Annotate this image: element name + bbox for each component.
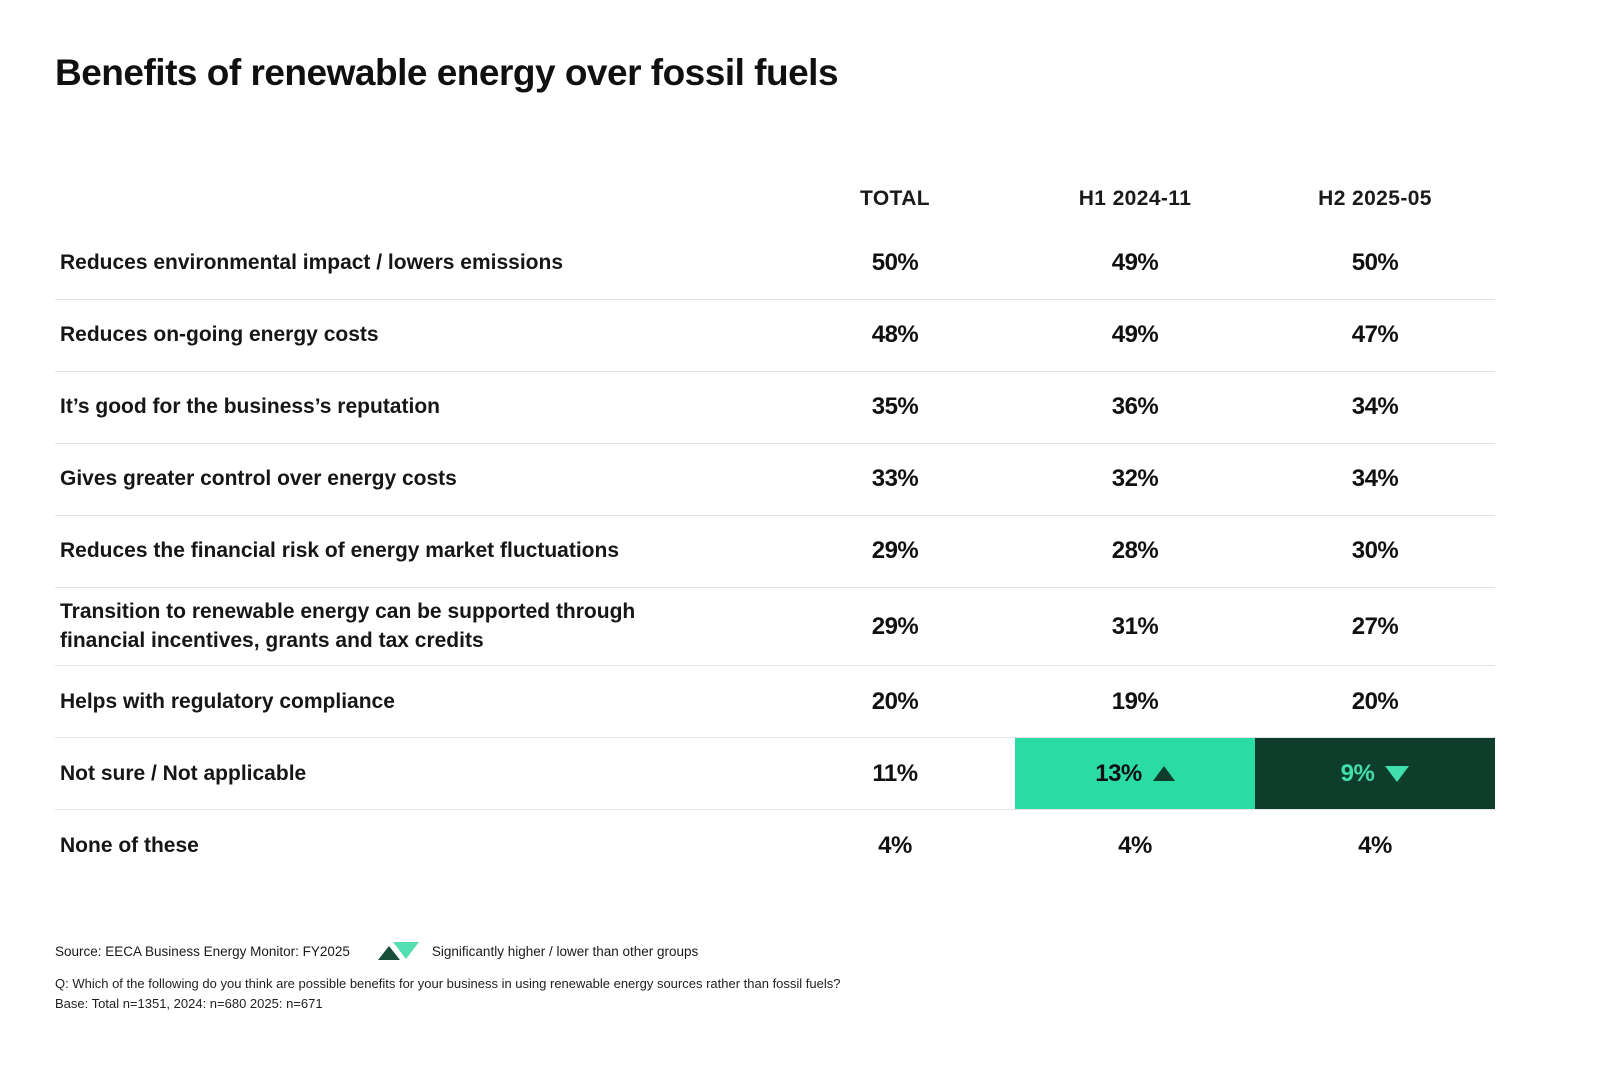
percentage-value: 35% (871, 393, 919, 421)
row-label: Helps with regulatory compliance (60, 689, 395, 713)
footer: Source: EECA Business Energy Monitor: FY… (55, 942, 1495, 1012)
row-label: It’s good for the business’s reputation (60, 394, 440, 418)
total-value-cell: 48% (775, 300, 1015, 371)
total-value-cell: 29% (775, 516, 1015, 587)
h1-value-cell: 28% (1015, 516, 1255, 587)
table-header-row: TOTAL H1 2024-11 H2 2025-05 (55, 167, 1495, 211)
h1-value-cell: 36% (1015, 372, 1255, 443)
table-row: Helps with regulatory compliance 20% 19%… (55, 666, 1495, 739)
h2-value-cell: 4% (1255, 810, 1495, 882)
column-header-h2-2025: H2 2025-05 (1318, 186, 1432, 210)
h2-value-cell: 27% (1255, 588, 1495, 666)
h2-value-cell: 9% (1255, 738, 1495, 810)
percentage-value: 29% (871, 612, 919, 640)
table-row: Transition to renewable energy can be su… (55, 588, 1495, 667)
table-row: Reduces on-going energy costs 48% 49% 47… (55, 300, 1495, 372)
row-label: Not sure / Not applicable (60, 761, 307, 785)
table-row: Reduces the financial risk of energy mar… (55, 516, 1495, 588)
percentage-value: 4% (1358, 832, 1392, 860)
h1-value-cell: 49% (1015, 300, 1255, 371)
table-row: Not sure / Not applicable 11% 13% 9% (55, 738, 1495, 811)
percentage-value: 20% (1351, 687, 1399, 715)
h2-value-cell: 34% (1255, 444, 1495, 515)
percentage-value: 4% (1118, 832, 1152, 860)
h1-value-cell: 4% (1015, 810, 1255, 882)
percentage-value: 13% (1095, 759, 1142, 787)
percentage-value: 28% (1111, 537, 1159, 565)
significantly-higher-icon (1152, 766, 1175, 782)
source-text: Source: EECA Business Energy Monitor: FY… (55, 943, 350, 959)
percentage-value: 36% (1111, 393, 1159, 421)
column-header-total: TOTAL (859, 186, 931, 210)
total-value-cell: 29% (775, 588, 1015, 666)
percentage-value: 49% (1111, 321, 1159, 349)
total-value-cell: 33% (775, 444, 1015, 515)
table-row: Gives greater control over energy costs … (55, 444, 1495, 516)
h1-value-cell: 19% (1015, 666, 1255, 737)
row-label: None of these (60, 834, 199, 857)
h2-value-cell: 50% (1255, 228, 1495, 299)
table-row: None of these 4% 4% 4% (55, 810, 1495, 882)
benefits-table: TOTAL H1 2024-11 H2 2025-05 Reduces envi… (55, 167, 1495, 883)
significantly-lower-icon (392, 942, 419, 960)
total-value-cell: 50% (775, 228, 1015, 299)
h2-value-cell: 34% (1255, 372, 1495, 443)
h2-value-cell: 30% (1255, 516, 1495, 587)
percentage-value: 20% (871, 687, 919, 715)
row-label: Gives greater control over energy costs (60, 466, 457, 490)
column-header-h1-2024: H1 2024-11 (1078, 186, 1192, 210)
percentage-value: 33% (871, 465, 919, 493)
table-row: Reduces environmental impact / lowers em… (55, 228, 1495, 300)
question-text: Q: Which of the following do you think a… (55, 976, 841, 992)
base-text: Base: Total n=1351, 2024: n=680 2025: n=… (55, 996, 323, 1012)
h1-value-cell: 31% (1015, 588, 1255, 666)
footer-source-line: Source: EECA Business Energy Monitor: FY… (55, 942, 1495, 961)
total-value-cell: 35% (775, 372, 1015, 443)
percentage-value: 4% (878, 832, 912, 860)
percentage-value: 9% (1340, 759, 1375, 787)
h1-value-cell: 32% (1015, 444, 1255, 515)
percentage-value: 32% (1111, 465, 1159, 493)
percentage-value: 49% (1111, 249, 1159, 277)
h1-value-cell: 13% (1015, 738, 1255, 810)
legend-text: Significantly higher / lower than other … (431, 943, 699, 959)
row-label: Reduces the financial risk of energy mar… (60, 538, 619, 562)
row-label: Reduces on-going energy costs (60, 322, 379, 346)
h2-value-cell: 47% (1255, 300, 1495, 371)
percentage-value: 34% (1351, 465, 1399, 493)
total-value-cell: 20% (775, 666, 1015, 737)
h2-value-cell: 20% (1255, 666, 1495, 737)
h1-value-cell: 49% (1015, 228, 1255, 299)
percentage-value: 31% (1111, 612, 1159, 640)
percentage-value: 11% (872, 759, 918, 787)
row-label: Reduces environmental impact / lowers em… (60, 250, 564, 274)
page-title: Benefits of renewable energy over fossil… (55, 52, 839, 93)
significantly-lower-icon (1385, 765, 1410, 782)
total-value-cell: 4% (775, 810, 1015, 882)
percentage-value: 19% (1111, 687, 1159, 715)
table-row: It’s good for the business’s reputation … (55, 372, 1495, 444)
percentage-value: 29% (871, 537, 919, 565)
percentage-value: 48% (871, 321, 919, 349)
percentage-value: 50% (871, 249, 919, 277)
percentage-value: 27% (1351, 612, 1399, 640)
table-body: Reduces environmental impact / lowers em… (55, 228, 1495, 883)
row-label: Transition to renewable energy can be su… (60, 599, 636, 652)
percentage-value: 34% (1351, 393, 1399, 421)
percentage-value: 30% (1351, 537, 1399, 565)
significance-legend-icons (377, 942, 419, 961)
percentage-value: 50% (1351, 249, 1399, 277)
total-value-cell: 11% (775, 738, 1015, 809)
percentage-value: 47% (1351, 321, 1399, 349)
